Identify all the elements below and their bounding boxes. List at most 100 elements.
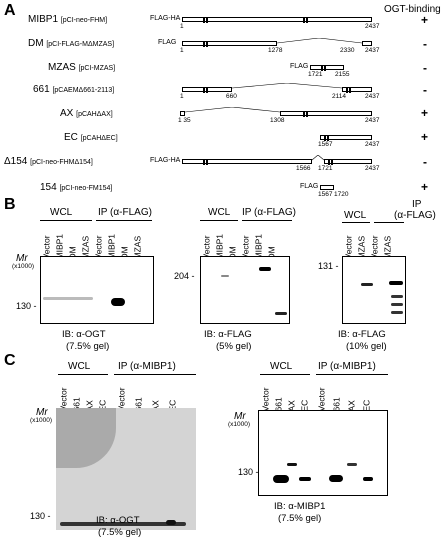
blot-image <box>342 256 406 324</box>
blot-image <box>40 256 154 324</box>
lane-label: Vector <box>260 387 271 412</box>
lane-label: Vector <box>316 387 327 412</box>
ogt-result: - <box>423 37 427 51</box>
ogt-result: + <box>421 13 429 27</box>
gel-label: (5% gel) <box>216 341 252 352</box>
construct-label: AX [pCAHΔAX] <box>60 108 113 119</box>
mr-unit: (x1000) <box>30 417 53 424</box>
construct-label: Δ154 [pCI-neo-FHMΔ154] <box>4 156 93 167</box>
blot-c1: WCL IP (α-MIBP1) Vector 661 AX EC Vector… <box>0 360 210 539</box>
mid-pos: 2330 <box>340 47 355 54</box>
ip-label: IP <box>412 199 422 210</box>
ogt-result: + <box>421 180 429 194</box>
construct-label: DM [pCI-FLAG-MΔMZAS] <box>28 38 115 49</box>
tag-label: FLAG-HA <box>150 15 181 22</box>
ip-label: (α-FLAG) <box>394 210 436 221</box>
construct-label: 661 [pCAEMΔ661-2113] <box>33 84 115 95</box>
construct-bar-n <box>182 159 312 165</box>
construct-bar-c <box>342 87 372 93</box>
construct-bar-c <box>362 41 372 46</box>
ib-label: IB: α-FLAG <box>338 329 386 340</box>
blot-c2: WCL IP (α-MIBP1) Vector 661 AX EC Vector… <box>222 360 448 539</box>
ip-label: IP (α-MIBP1) <box>318 361 376 372</box>
construct-bar <box>320 185 334 190</box>
mid-pos: 1278 <box>268 47 283 54</box>
marker-label: 130 - <box>16 301 37 311</box>
deletion-line <box>232 83 342 89</box>
mr-label: Mr <box>16 253 28 264</box>
mr-unit: (x1000) <box>12 263 35 270</box>
ip-label: IP (α-FLAG) <box>242 207 296 218</box>
blot-image <box>200 256 290 324</box>
gel-label: (10% gel) <box>346 341 387 352</box>
mid-pos: 660 <box>226 93 237 100</box>
construct-bar-n <box>182 87 232 93</box>
gel-label: (7.5% gel) <box>278 513 322 524</box>
blot-b3: IP (α-FLAG) WCL Vector MZAS Vector MZAS … <box>304 199 448 352</box>
construct-bar-c <box>280 111 372 117</box>
construct-bar-n <box>182 41 277 47</box>
mid-pos: 1308 <box>270 117 285 124</box>
construct-row-mzas: MZAS [pCI-MZAS] FLAG 1721 2155 - <box>0 60 448 86</box>
construct-bar-n <box>180 111 185 116</box>
construct-row-ax: AX [pCAHΔAX] 1 35 1308 2437 + <box>0 106 448 132</box>
wcl-label: WCL <box>50 207 73 218</box>
blot-image <box>56 408 196 530</box>
construct-label: EC [pCAHΔEC] <box>64 132 118 143</box>
construct-bar <box>310 65 344 71</box>
end-pos: 2437 <box>365 165 380 172</box>
tag-label: FLAG-HA <box>150 157 181 164</box>
construct-label: MZAS [pCI-MZAS] <box>48 62 116 73</box>
marker-label: 131 - <box>318 261 339 271</box>
blot-b2: WCL IP (α-FLAG) Vector MIBP1 DM Vector M… <box>170 206 300 352</box>
ip-label: IP (α-FLAG) <box>98 207 152 218</box>
ogt-binding-header: OGT-binding <box>384 4 441 15</box>
ogt-result: - <box>423 155 427 169</box>
construct-bar <box>182 17 372 23</box>
end-pos: 2437 <box>365 141 380 148</box>
deletion-line <box>312 155 324 161</box>
mid-pos: 2114 <box>332 93 346 100</box>
tag-label: FLAG <box>290 63 309 70</box>
ib-label: IB: α-OGT <box>62 329 106 340</box>
start-pos: 1 <box>180 47 184 54</box>
start-pos: 1721 <box>308 71 323 78</box>
gel-label: (7.5% gel) <box>98 527 142 538</box>
construct-bar <box>320 135 372 141</box>
panel-c-letter: C <box>4 352 16 369</box>
wcl-label: WCL <box>208 207 231 218</box>
gel-label: (7.5% gel) <box>66 341 110 352</box>
blot-b1: WCL IP (α-FLAG) Vector MIBP1 DM MZAS Vec… <box>0 206 180 351</box>
deletion-line <box>277 38 362 44</box>
construct-row-mibp1: MIBP1 [pCI-neo-FHM] FLAG-HA 1 2437 + <box>0 13 448 40</box>
end-pos: 2437 <box>365 47 380 54</box>
deletion-line <box>185 107 280 113</box>
wcl-label: WCL <box>68 361 91 372</box>
ib-label: IB: α-FLAG <box>204 329 252 340</box>
marker-label: 130 - <box>238 467 259 477</box>
end-pos: 2437 <box>365 93 380 100</box>
mid-pos: 1721 <box>318 165 333 172</box>
ip-label: IP (α-MIBP1) <box>118 361 176 372</box>
construct-row-154: 154 [pCI-neo-FM154] FLAG 1567 1720 + <box>0 178 448 204</box>
mr-unit: (x1000) <box>228 421 251 428</box>
ib-label: IB: α-MIBP1 <box>274 501 326 512</box>
marker-label: 130 - <box>30 511 51 521</box>
tag-label: FLAG <box>300 183 319 190</box>
wcl-label: WCL <box>344 210 367 221</box>
construct-row-ec: EC [pCAHΔEC] 1567 2437 + <box>0 130 448 156</box>
construct-row-dm: DM [pCI-FLAG-MΔMZAS] FLAG 1 1278 2330 24… <box>0 37 448 64</box>
ogt-result: - <box>423 83 427 97</box>
start-pos: 1 35 <box>178 117 191 124</box>
blot-image <box>258 410 388 496</box>
construct-row-661: 661 [pCAEMΔ661-2113] 1 660 2114 2437 - <box>0 82 448 108</box>
mid-pos: 1566 <box>296 165 311 172</box>
start-pos: 1 <box>180 23 184 30</box>
start-pos: 1567 <box>318 141 333 148</box>
ogt-result: + <box>421 130 429 144</box>
mr-label: Mr <box>36 407 48 418</box>
panel-a-letter: A <box>4 2 16 19</box>
construct-label: 154 [pCI-neo-FM154] <box>40 182 113 193</box>
end-pos: 2437 <box>365 23 380 30</box>
wcl-label: WCL <box>270 361 293 372</box>
